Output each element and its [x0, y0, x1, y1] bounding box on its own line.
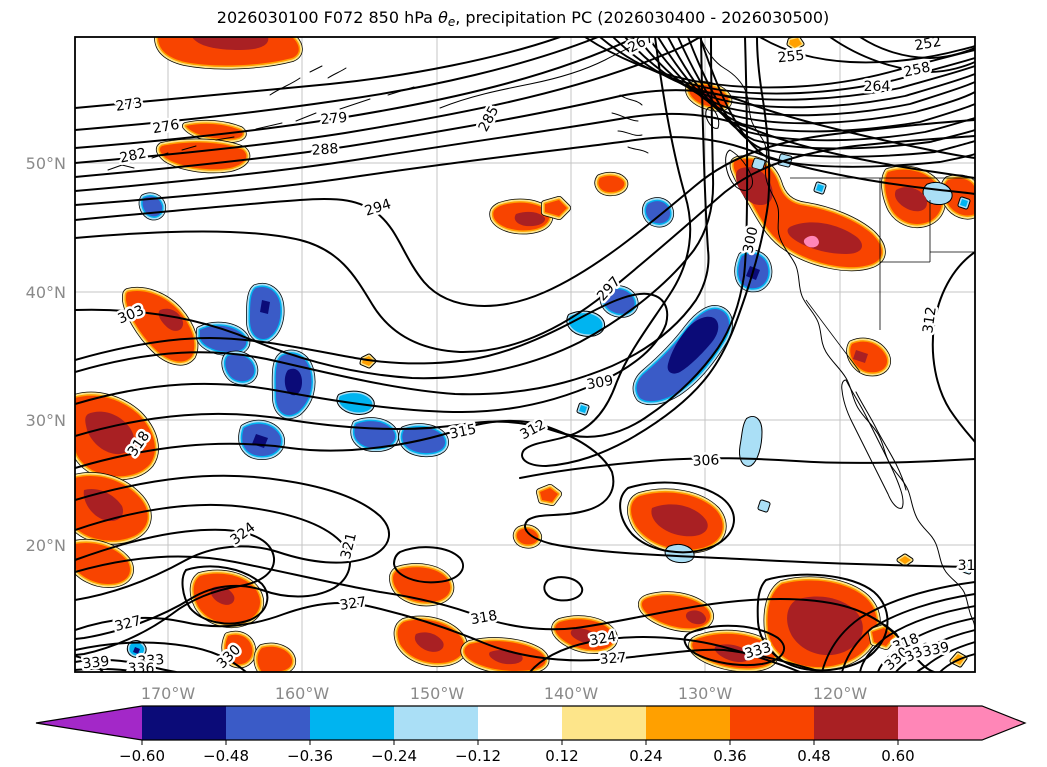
shaded-region	[603, 289, 635, 314]
lat-tick-label: 20°N	[26, 536, 66, 555]
shaded-region	[225, 354, 255, 382]
colorbar-segment	[730, 706, 814, 740]
shaded-region	[741, 418, 760, 465]
shaded-region	[760, 502, 768, 510]
lon-tick-label: 160°W	[275, 684, 330, 703]
contour-label: 336	[128, 661, 155, 677]
shaded-region	[789, 38, 802, 48]
latitude-axis: 50°N 40°N 30°N 20°N	[26, 154, 66, 555]
colorbar-tick-label: 0.60	[881, 747, 914, 765]
colorbar: −0.60 −0.48 −0.36 −0.24 −0.12 0.12 0.24 0.36 0.4…	[35, 705, 1027, 765]
colorbar-tick-label: 0.36	[713, 747, 746, 765]
shaded-region	[540, 488, 558, 502]
colorbar-tick-label: −0.12	[455, 747, 501, 765]
shaded-region	[545, 200, 567, 216]
contour-label: 288	[311, 141, 339, 159]
figure-title: 2026030100 F072 850 hPa θe, precipitatio…	[217, 8, 829, 29]
colorbar-tick-label: −0.36	[287, 747, 333, 765]
colorbar-tick-label: −0.48	[203, 747, 249, 765]
longitude-axis: 170°W 160°W 150°W 140°W 130°W 120°W	[141, 684, 868, 703]
colorbar-segment	[478, 706, 562, 740]
shaded-region	[393, 567, 451, 603]
shaded-region	[126, 290, 195, 362]
colorbar-segment	[394, 706, 478, 740]
shaded-region	[850, 341, 888, 373]
lon-tick-label: 130°W	[678, 684, 733, 703]
colorbar-tick-label: 0.12	[545, 747, 578, 765]
contour-label: 255	[777, 48, 805, 67]
shaded-region	[872, 628, 894, 646]
colorbar-tick-label: 0.48	[797, 747, 830, 765]
contour-label: 327	[599, 650, 627, 668]
lat-tick-label: 30°N	[26, 411, 66, 430]
shaded-region	[186, 123, 243, 139]
shaded-region	[516, 528, 539, 545]
map-frame	[74, 36, 976, 673]
theta-e-contours	[75, 37, 975, 672]
shaded-region	[225, 634, 253, 665]
shaded-region	[75, 542, 130, 584]
contour-label: 306	[692, 452, 720, 469]
shaded-region	[960, 199, 968, 207]
shaded-region	[816, 184, 824, 192]
shaded-region	[257, 646, 293, 672]
contour-label: 264	[864, 79, 891, 95]
colorbar-segment	[814, 706, 898, 740]
colorbar-segment	[562, 706, 646, 740]
colorbar-segment	[226, 706, 310, 740]
colorbar-under-arrow	[36, 706, 142, 740]
lon-tick-label: 120°W	[813, 684, 868, 703]
colorbar-segment	[142, 706, 226, 740]
contour-label: 333	[137, 652, 165, 670]
contour-label: 315	[958, 558, 985, 574]
colorbar-tick-label: 0.24	[629, 747, 662, 765]
lon-tick-label: 150°W	[410, 684, 465, 703]
colorbar-over-arrow	[898, 706, 1025, 740]
shaded-region	[598, 175, 625, 193]
shaded-region	[645, 201, 671, 224]
colorbar-tick-label: −0.60	[119, 747, 165, 765]
contour-label: 339	[82, 654, 110, 673]
contour-label: 279	[320, 110, 348, 128]
shaded-region	[579, 405, 587, 413]
lon-tick-label: 140°W	[544, 684, 599, 703]
shaded-region	[754, 160, 763, 168]
colorbar-segment	[310, 706, 394, 740]
colorbar-segment	[646, 706, 730, 740]
coastlines	[107, 37, 975, 631]
colorbar-tick-label: −0.24	[371, 747, 417, 765]
lon-tick-label: 170°W	[141, 684, 196, 703]
lat-tick-label: 50°N	[26, 154, 66, 173]
lat-tick-label: 40°N	[26, 283, 66, 302]
